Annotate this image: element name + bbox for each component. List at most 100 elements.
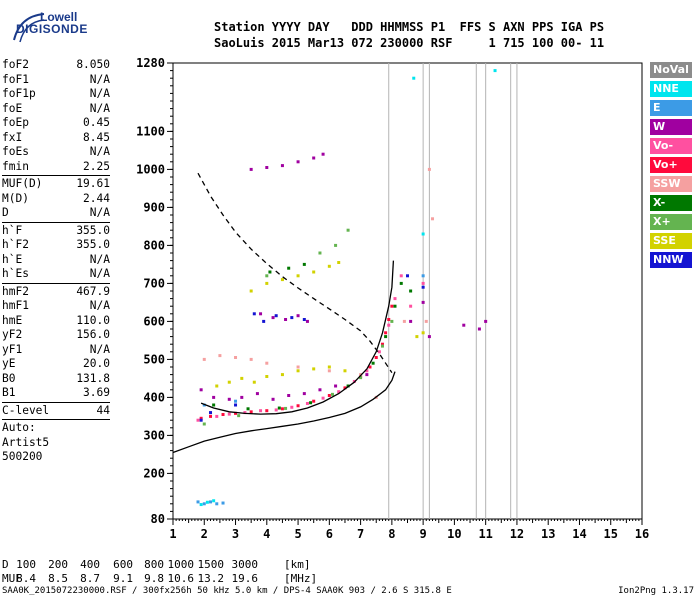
echo-point [243,411,247,415]
distance-value: 3000 [231,558,259,571]
echo-point [209,414,213,418]
param-value: 20.0 [83,357,110,370]
echo-point [380,344,384,348]
echo-point [237,414,241,418]
param-value: N/A [89,342,110,356]
param-row-foF2: foF2 8.050 [2,58,110,73]
param-value: N/A [89,267,110,280]
param-row-yF1: yF1 N/A [2,343,110,358]
muf-value: 8.5 [48,572,68,585]
param-name: M(D) [2,191,29,205]
legend-item-ssw: SSW [650,176,692,192]
echo-point [287,394,291,397]
param-row-hmF2: hmF2 467.9 [2,285,110,300]
profile-curve [200,260,395,415]
echo-point [209,500,213,504]
echo-point [318,388,322,392]
param-row-hmF1: hmF1 N/A [2,299,110,314]
legend-item-nnw: NNW [650,252,692,268]
echo-point [274,314,278,318]
echo-point [431,217,435,221]
logo-arc-icon [13,13,45,43]
param-row-hE: h`E N/A [2,253,110,268]
echo-point [265,409,269,413]
echo-point [277,406,281,410]
param-row-hmE: hmE 110.0 [2,314,110,329]
x-tick-label: 13 [541,527,555,541]
muf-distance-row: D 100 200 400 600 800 1000 1500 3000 [km] [2,558,682,572]
y-tick-label: 800 [143,238,165,252]
param-value: N/A [89,299,110,312]
echo-point [265,375,269,378]
x-tick-label: 16 [635,527,649,541]
divider [2,401,110,403]
echo-point [271,397,275,401]
echo-point [280,164,284,168]
echo-point [255,392,259,396]
echo-point [359,376,363,380]
param-row-hEs: h`Es N/A [2,267,110,282]
echo-point [246,407,250,411]
autoscale-line1: Auto: [2,421,36,434]
param-name: B1 [2,386,16,399]
x-tick-label: 15 [604,527,618,541]
x-tick-label: 5 [294,527,301,541]
echo-point [305,401,309,405]
distance-label: D [2,558,9,571]
echo-point [343,386,347,390]
param-row-B0: B0 131.8 [2,372,110,387]
echo-point [368,365,372,369]
param-value: 3.69 [83,386,110,399]
param-value: 131.8 [76,371,110,385]
param-value: 355.0 [76,238,110,251]
echo-point [221,501,225,505]
echo-point [196,418,200,422]
distance-unit: [km] [284,558,311,571]
param-value: 19.61 [76,177,110,190]
echo-point [406,274,409,278]
echo-point [234,411,238,415]
muf-value: 9.8 [144,572,164,585]
muf-value: 8.4 [16,572,36,585]
echo-point [227,380,231,384]
param-value: 110.0 [76,313,110,327]
echo-point [384,331,388,335]
echo-point [296,365,300,369]
echo-point [427,167,431,171]
echo-point [477,327,481,331]
x-tick-label: 11 [478,527,492,541]
echo-point [399,274,403,278]
echo-point [374,356,378,359]
param-value: 467.9 [76,284,110,298]
autoscale-line2: Artist5 [2,435,50,449]
param-row-C-level: C-level 44 [2,404,110,419]
param-name: h`F [2,223,23,237]
muf-value: 8.7 [80,572,100,585]
legend-item-e: E [650,100,692,116]
echo-point [290,405,294,409]
echo-point [284,406,288,410]
echo-point [202,357,206,361]
echo-point [290,316,294,320]
param-value: 2.44 [83,191,110,205]
scaled-parameters-panel: foF2 8.050 foF1 N/A foF1p N/A foE N/A foEp 0.… [2,58,110,465]
autoscale-line3: 500200 [2,450,43,463]
x-tick-label: 6 [326,527,333,541]
param-name: fmin [2,159,29,173]
x-tick-label: 1 [169,527,176,541]
echo-point [312,367,316,371]
echo-point [309,401,313,405]
echo-point [249,289,253,293]
echo-point [318,251,322,255]
echo-point [462,323,466,327]
muf-value: 9.1 [113,572,133,585]
x-tick-label: 12 [510,527,524,541]
param-value: 156.0 [76,328,110,341]
echo-point [365,369,369,373]
param-value: N/A [89,206,110,219]
echo-point [402,319,406,323]
echo-point [284,318,288,321]
distance-value: 800 [144,558,164,571]
x-tick-label: 4 [263,527,270,541]
divider [2,282,110,284]
